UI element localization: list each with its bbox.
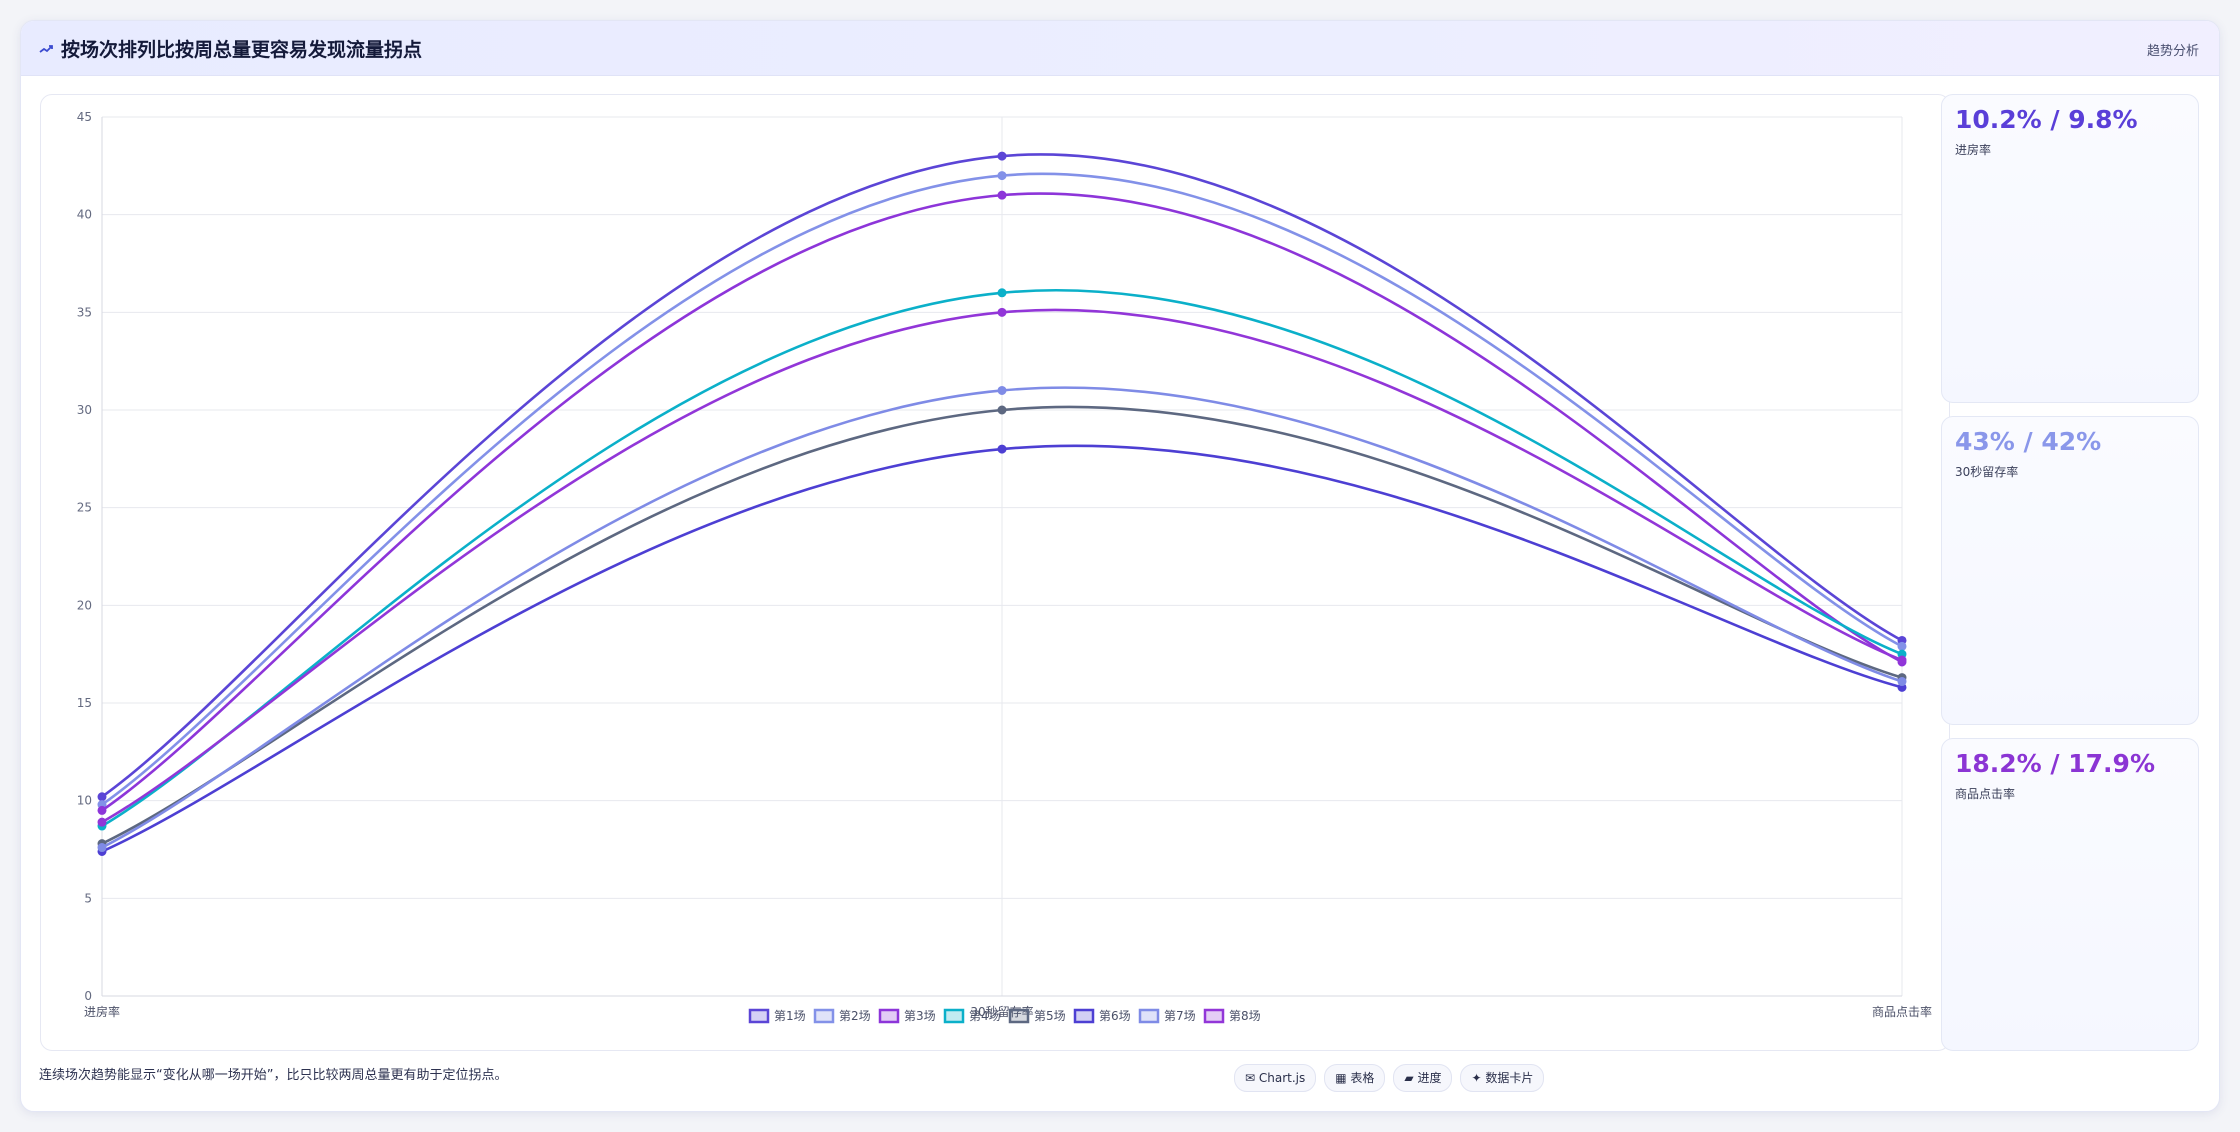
analysis-tab[interactable]: 趋势分析: [2146, 44, 2199, 59]
data-point: [1897, 677, 1907, 687]
metric-card-3: 18.2% / 17.9% 商品点击率: [1941, 738, 2199, 1051]
data-point: [997, 385, 1007, 395]
legend-label: 第1场: [774, 1009, 806, 1023]
header-bar: 按场次排列比按周总量更容易发现流量拐点 趋势分析: [21, 21, 2219, 76]
legend-label: 第3场: [904, 1009, 936, 1023]
y-tick-label: 30: [77, 403, 92, 417]
tag-data-card[interactable]: ✦ 数据卡片: [1460, 1064, 1545, 1092]
footer-note: 连续场次趋势能显示“变化从哪一场开始”，比只比较两周总量更有助于定位拐点。: [39, 1068, 508, 1083]
y-tick-label: 0: [84, 989, 92, 1003]
y-tick-label: 5: [84, 891, 92, 905]
chart-panel: 0 5 10 15 20 25 30 35 40 45 进房率 30秒留存率 商品点击率 第1场 第2场 第3…: [40, 94, 1950, 1051]
legend-label: 第6场: [1099, 1009, 1131, 1023]
metric-value: 43% / 42%: [1955, 427, 2102, 456]
title-group: 按场次排列比按周总量更容易发现流量拐点: [39, 35, 422, 62]
y-tick-label: 25: [77, 501, 92, 515]
legend-swatch: [813, 1008, 835, 1024]
legend-label: 第2场: [839, 1009, 871, 1023]
legend-label: 第4场: [969, 1009, 1001, 1023]
x-tick-label: 30秒留存率: [970, 1004, 1033, 1019]
y-tick-label: 20: [77, 598, 92, 612]
y-tick-label: 35: [77, 305, 92, 319]
legend-swatch: [1138, 1008, 1160, 1024]
y-tick-label: 15: [77, 696, 92, 710]
tag-chartjs[interactable]: ✉ Chart.js: [1234, 1064, 1317, 1092]
data-point: [997, 444, 1007, 454]
metric-value: 18.2% / 17.9%: [1955, 749, 2155, 778]
metric-card-1: 10.2% / 9.8% 进房率: [1941, 94, 2199, 403]
trend-icon: [39, 44, 53, 53]
data-point: [997, 307, 1007, 317]
legend-label: 第7场: [1164, 1009, 1196, 1023]
tag-table[interactable]: ▦ 表格: [1324, 1064, 1386, 1092]
y-tick-label: 10: [77, 794, 92, 808]
data-point: [997, 405, 1007, 415]
data-point: [97, 817, 107, 827]
page-title: 按场次排列比按周总量更容易发现流量拐点: [61, 39, 423, 61]
data-point: [997, 171, 1007, 181]
data-point: [1897, 641, 1907, 651]
legend-label: 第5场: [1034, 1009, 1066, 1023]
legend-swatch: [1008, 1008, 1030, 1024]
metric-card-2: 43% / 42% 30秒留存率: [1941, 416, 2199, 725]
tag-list: ✉ Chart.js ▦ 表格 ▰ 进度 ✦ 数据卡片: [1234, 1064, 1545, 1092]
metric-value: 10.2% / 9.8%: [1955, 105, 2138, 134]
data-point: [997, 151, 1007, 161]
legend-swatch: [1073, 1008, 1095, 1024]
tag-progress[interactable]: ▰ 进度: [1393, 1064, 1453, 1092]
legend-swatch: [943, 1008, 965, 1024]
y-tick-label: 40: [77, 208, 92, 222]
x-tick-label: 商品点击率: [1872, 1004, 1932, 1019]
legend-swatch: [1203, 1008, 1225, 1024]
data-point: [97, 843, 107, 853]
legend-swatch: [878, 1008, 900, 1024]
x-tick-label: 进房率: [84, 1004, 120, 1019]
report-card: 按场次排列比按周总量更容易发现流量拐点 趋势分析 0 5 10 15 20 25 30 35 4…: [20, 20, 2220, 1112]
data-point: [1897, 655, 1907, 665]
data-point: [97, 792, 107, 802]
data-point: [97, 805, 107, 815]
legend-swatch: [748, 1008, 770, 1024]
metric-label: 30秒留存率: [1955, 465, 2019, 479]
y-tick-label: 45: [77, 110, 92, 124]
legend-label: 第8场: [1229, 1009, 1261, 1023]
metric-label: 进房率: [1955, 143, 1992, 157]
metric-label: 商品点击率: [1955, 787, 2016, 801]
line-chart: 0 5 10 15 20 25 30 35 40 45 进房率 30秒留存率 商品点击率 第1场 第2场 第3…: [77, 110, 1932, 1024]
data-point: [997, 190, 1007, 200]
data-point: [997, 288, 1007, 298]
